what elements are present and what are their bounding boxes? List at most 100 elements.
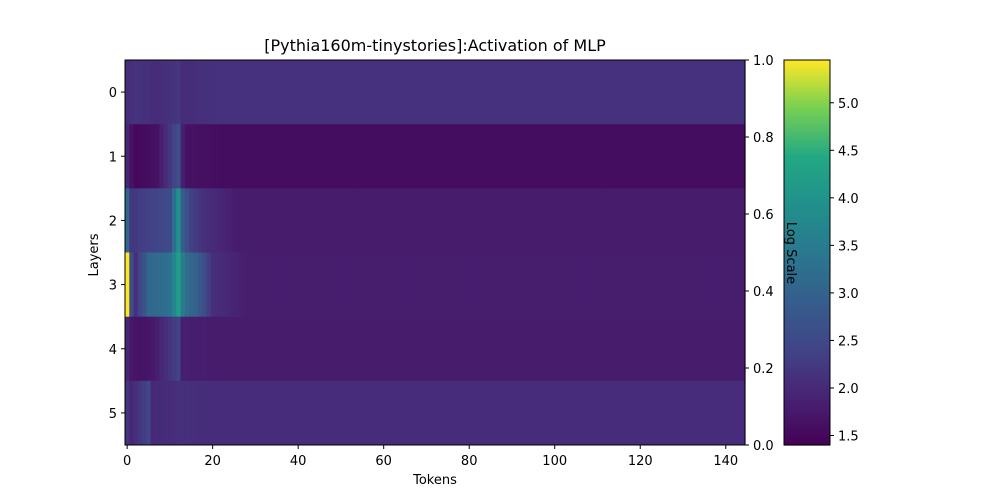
heatmap-cell <box>133 380 139 446</box>
heatmap-cell <box>142 252 147 317</box>
heatmap-cell <box>308 380 314 446</box>
heatmap-cell <box>206 124 212 189</box>
heatmap-cell <box>261 124 267 189</box>
colorbar-segment <box>784 99 830 103</box>
heatmap-cell <box>586 316 592 382</box>
heatmap-cell <box>723 60 729 125</box>
colorbar-segment <box>784 66 830 70</box>
heatmap-cell <box>488 188 494 253</box>
heatmap-cell <box>531 316 537 382</box>
heatmap-cell <box>197 60 203 125</box>
heatmap-cell <box>368 60 374 125</box>
heatmap-cell <box>240 316 246 382</box>
heatmap-cell <box>360 316 366 382</box>
heatmap-cell <box>462 316 468 382</box>
heatmap-cell <box>325 380 331 446</box>
heatmap-cell <box>539 380 545 446</box>
heatmap-cell <box>497 252 502 317</box>
heatmap-cell <box>479 60 485 125</box>
heatmap-cell <box>338 60 344 125</box>
heatmap-cell <box>736 252 742 317</box>
heatmap-cell <box>732 316 738 382</box>
heatmap-cell <box>697 124 703 189</box>
heatmap-cell <box>201 380 207 446</box>
heatmap-cell <box>663 124 669 189</box>
heatmap-cell <box>236 252 242 317</box>
heatmap-cell <box>685 252 691 317</box>
heatmap-cell <box>347 188 353 253</box>
heatmap-cell <box>484 316 490 382</box>
heatmap-cell <box>552 124 558 189</box>
heatmap-cell <box>659 252 665 317</box>
heatmap-cell <box>300 252 306 317</box>
heatmap-cell <box>330 252 336 317</box>
heatmap-cell <box>646 380 652 446</box>
colorbar-segment <box>784 381 830 386</box>
heatmap-cell <box>603 188 609 253</box>
heatmap-cell <box>172 124 177 189</box>
heatmap-cell <box>501 380 507 446</box>
heatmap-cell <box>591 380 596 446</box>
heatmap-cell <box>706 252 712 317</box>
heatmap-cell <box>471 380 477 446</box>
heatmap-cell <box>441 316 447 382</box>
heatmap-cell <box>291 252 297 317</box>
heatmap-cell <box>454 188 460 253</box>
heatmap-cell <box>655 124 661 189</box>
heatmap-cell <box>715 124 720 189</box>
x-axis-label: Tokens <box>412 473 457 488</box>
heatmap-cell <box>432 188 438 253</box>
heatmap-cell <box>723 188 729 253</box>
heatmap-cell <box>445 380 451 446</box>
heatmap-cell <box>458 60 464 125</box>
heatmap-cell <box>133 252 139 317</box>
heatmap-cell <box>565 380 571 446</box>
heatmap-cell <box>565 316 571 382</box>
heatmap-cell <box>424 316 430 382</box>
heatmap-cell <box>428 188 434 253</box>
heatmap-cell <box>351 188 357 253</box>
heatmap-cell <box>522 124 528 189</box>
heatmap-cell <box>249 124 254 189</box>
heatmap-cell <box>736 60 742 125</box>
colorbar-segment <box>784 81 830 85</box>
heatmap-cell <box>569 252 575 317</box>
heatmap-cell <box>296 60 301 125</box>
heatmap-cell <box>638 316 643 382</box>
heatmap-cell <box>296 316 301 382</box>
heatmap-cell <box>629 188 635 253</box>
heatmap-cell <box>368 252 374 317</box>
heatmap-cell <box>415 316 421 382</box>
heatmap-cell <box>449 316 455 382</box>
heatmap-cell <box>706 124 712 189</box>
colorbar-tick-label: 3.0 <box>838 287 859 302</box>
heatmap-cell <box>407 252 413 317</box>
heatmap-cell <box>296 188 301 253</box>
colorbar-segment <box>784 366 830 371</box>
heatmap-cell <box>445 252 451 317</box>
heatmap-cell <box>458 316 464 382</box>
heatmap-cell <box>291 188 297 253</box>
colorbar-segment <box>784 291 830 296</box>
heatmap-cell <box>385 380 391 446</box>
heatmap-cell <box>556 124 562 189</box>
heatmap-cell <box>586 124 592 189</box>
heatmap-cell <box>125 252 130 317</box>
heatmap-cell <box>206 380 212 446</box>
colorbar-segment <box>784 87 830 91</box>
heatmap-cell <box>488 380 494 446</box>
heatmap-cell <box>227 252 233 317</box>
heatmap-cell <box>325 60 331 125</box>
heatmap-cell <box>441 124 447 189</box>
heatmap-cell <box>680 188 686 253</box>
heatmap-cell <box>548 60 554 125</box>
heatmap-cell <box>445 188 451 253</box>
heatmap-cell <box>407 316 413 382</box>
heatmap-cell <box>304 316 310 382</box>
colorbar-segment <box>784 174 830 178</box>
colorbar-segment <box>784 168 830 172</box>
y-tick-label: 5 <box>109 407 117 422</box>
heatmap-cell <box>462 60 468 125</box>
colorbar-segment <box>784 318 830 323</box>
heatmap-cell <box>214 380 220 446</box>
